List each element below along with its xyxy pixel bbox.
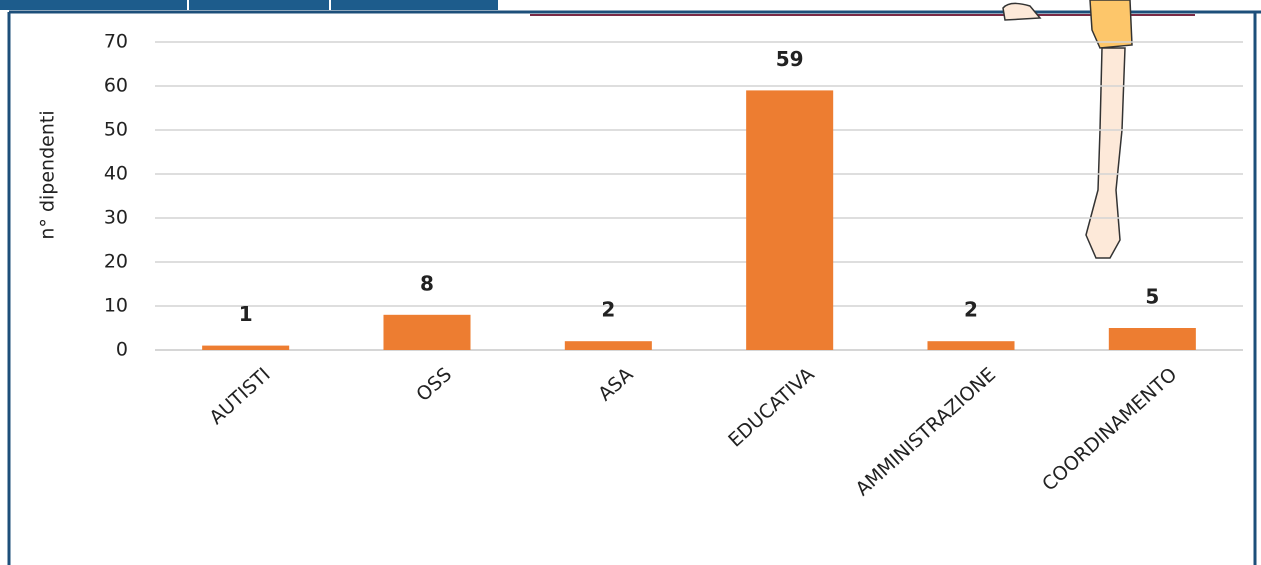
y-tick-label: 20 bbox=[104, 251, 128, 273]
x-tick-label: COORDINAMENTO bbox=[1038, 363, 1181, 495]
y-tick-label: 10 bbox=[104, 295, 128, 317]
bar bbox=[383, 314, 471, 350]
frame bbox=[7, 10, 1261, 565]
bar bbox=[746, 90, 834, 351]
x-tick-label: AUTISTI bbox=[205, 363, 274, 428]
value-label: 8 bbox=[420, 271, 434, 295]
figure-hand bbox=[1002, 2, 1042, 21]
figure-arm bbox=[1085, 47, 1126, 259]
x-tick-label: EDUCATIVA bbox=[724, 363, 818, 451]
x-tick-label: OSS bbox=[412, 363, 456, 405]
x-tick-label: AMMINISTRAZIONE bbox=[851, 363, 1000, 500]
value-label: 2 bbox=[964, 298, 978, 322]
figure-shirt bbox=[1089, 0, 1133, 49]
y-tick-label: 40 bbox=[104, 163, 128, 185]
value-label: 59 bbox=[776, 47, 804, 71]
value-label: 5 bbox=[1145, 285, 1159, 309]
y-axis-label: n° dipendenti bbox=[37, 110, 59, 239]
value-label: 2 bbox=[601, 298, 615, 322]
y-tick-label: 70 bbox=[104, 31, 128, 53]
bar bbox=[927, 341, 1015, 350]
bar bbox=[202, 345, 290, 350]
bar bbox=[564, 341, 652, 350]
y-tick-label: 0 bbox=[116, 339, 128, 361]
bar bbox=[1108, 328, 1196, 350]
y-tick-label: 50 bbox=[104, 119, 128, 141]
value-label: 1 bbox=[239, 302, 253, 326]
top-tab bbox=[0, 0, 498, 10]
y-tick-label: 60 bbox=[104, 75, 128, 97]
y-tick-label: 30 bbox=[104, 207, 128, 229]
x-tick-label: ASA bbox=[594, 363, 637, 405]
